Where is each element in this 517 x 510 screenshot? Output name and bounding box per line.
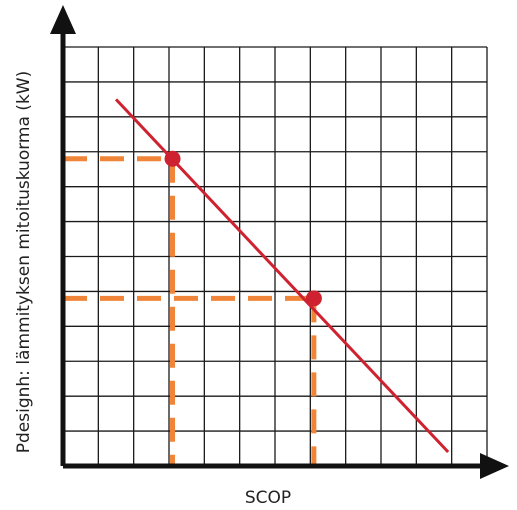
highlight-points	[164, 150, 322, 307]
guide-lines	[63, 156, 317, 466]
x-axis-label: SCOP	[245, 488, 291, 508]
grid	[63, 46, 488, 466]
y-axis-label: Pdesignh: lämmityksen mitoituskuorma (kW…	[14, 71, 34, 453]
x-axis-arrowhead	[480, 453, 509, 479]
y-axis-arrowhead	[50, 5, 76, 34]
highlight-point	[305, 290, 322, 307]
highlight-point	[164, 150, 181, 167]
axes	[50, 5, 509, 479]
